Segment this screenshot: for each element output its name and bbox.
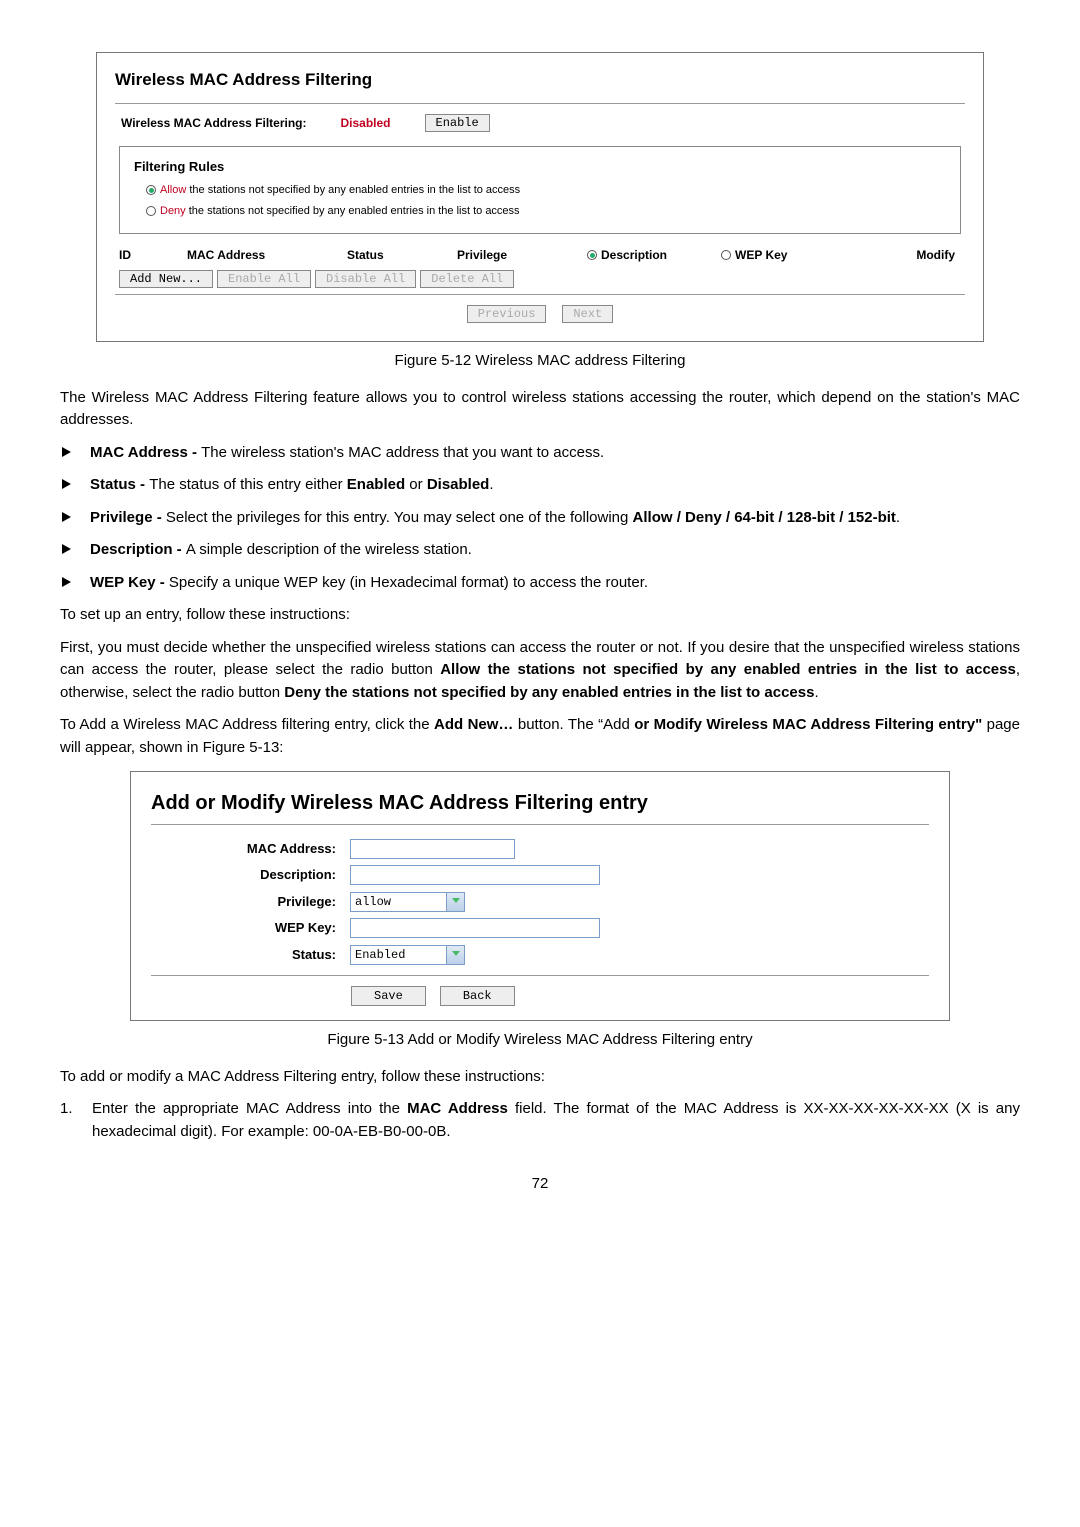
- status-label: Wireless MAC Address Filtering:: [121, 114, 306, 132]
- figure-5-12-caption: Figure 5-12 Wireless MAC address Filteri…: [60, 350, 1020, 373]
- next-button[interactable]: Next: [562, 305, 613, 323]
- table-header: ID MAC Address Status Privilege Descript…: [119, 246, 961, 264]
- rule-allow-prefix: Allow: [160, 184, 186, 196]
- privilege-select[interactable]: allow: [350, 892, 465, 912]
- col-desc: Description: [601, 246, 667, 264]
- wep-radio[interactable]: WEP Key: [721, 246, 787, 264]
- figure-5-13: Add or Modify Wireless MAC Address Filte…: [130, 771, 950, 1021]
- fig2-buttons: Save Back: [351, 986, 929, 1006]
- save-button[interactable]: Save: [351, 986, 426, 1006]
- disable-all-button[interactable]: Disable All: [315, 270, 416, 288]
- add-new-button[interactable]: Add New...: [119, 270, 213, 288]
- enable-button[interactable]: Enable: [425, 114, 490, 132]
- divider-bottom: [115, 294, 965, 295]
- step-num: 1.: [60, 1098, 78, 1143]
- col-modify: Modify: [916, 246, 955, 264]
- desc-radio[interactable]: Description: [587, 246, 667, 264]
- col-mac: MAC Address: [187, 246, 307, 264]
- col-priv: Privilege: [457, 246, 547, 264]
- filter-status-row: Wireless MAC Address Filtering: Disabled…: [121, 114, 965, 132]
- label-mac: MAC Address:: [151, 839, 336, 859]
- divider-fig2: [151, 824, 929, 825]
- rule-deny[interactable]: Deny the stations not specified by any e…: [146, 203, 946, 220]
- rules-title: Filtering Rules: [134, 157, 946, 177]
- nav-buttons: Previous Next: [115, 305, 965, 323]
- wep-key-input[interactable]: [350, 918, 600, 938]
- bullet-priv: Privilege - Select the privileges for th…: [60, 507, 1020, 530]
- step-1: 1. Enter the appropriate MAC Address int…: [60, 1098, 1020, 1143]
- divider: [115, 103, 965, 104]
- instruction-line: To add or modify a MAC Address Filtering…: [60, 1066, 1020, 1089]
- status-select[interactable]: Enabled: [350, 945, 465, 965]
- rule-deny-rest: the stations not specified by any enable…: [186, 205, 520, 217]
- action-buttons: Add New... Enable All Disable All Delete…: [119, 270, 961, 288]
- bullet-mac: MAC Address - The wireless station's MAC…: [60, 442, 1020, 465]
- previous-button[interactable]: Previous: [467, 305, 547, 323]
- rule-deny-prefix: Deny: [160, 205, 186, 217]
- divider-fig2-bottom: [151, 975, 929, 976]
- label-status: Status:: [151, 945, 336, 965]
- radio-desc-icon: [587, 250, 597, 260]
- page-number: 72: [60, 1173, 1020, 1196]
- figure-5-13-caption: Figure 5-13 Add or Modify Wireless MAC A…: [60, 1029, 1020, 1052]
- col-status: Status: [347, 246, 417, 264]
- enable-all-button[interactable]: Enable All: [217, 270, 311, 288]
- radio-wep-icon: [721, 250, 731, 260]
- intro-paragraph: The Wireless MAC Address Filtering featu…: [60, 387, 1020, 432]
- rule-allow[interactable]: Allow the stations not specified by any …: [146, 182, 946, 199]
- col-id: ID: [119, 246, 147, 264]
- chevron-down-icon: [452, 898, 460, 903]
- figure-5-12: Wireless MAC Address Filtering Wireless …: [96, 52, 984, 342]
- label-priv: Privilege:: [151, 892, 336, 912]
- fig2-title: Add or Modify Wireless MAC Address Filte…: [151, 788, 929, 818]
- status-value: Disabled: [340, 114, 390, 132]
- bullet-list: MAC Address - The wireless station's MAC…: [60, 442, 1020, 595]
- fig1-title: Wireless MAC Address Filtering: [115, 67, 965, 93]
- paragraph-addnew: To Add a Wireless MAC Address filtering …: [60, 714, 1020, 759]
- bullet-wep: WEP Key - Specify a unique WEP key (in H…: [60, 572, 1020, 595]
- label-desc: Description:: [151, 865, 336, 885]
- delete-all-button[interactable]: Delete All: [420, 270, 514, 288]
- bullet-status: Status - The status of this entry either…: [60, 474, 1020, 497]
- rule-allow-rest: the stations not specified by any enable…: [186, 184, 520, 196]
- filtering-rules-box: Filtering Rules Allow the stations not s…: [119, 146, 961, 235]
- description-input[interactable]: [350, 865, 600, 885]
- label-wep: WEP Key:: [151, 918, 336, 938]
- radio-allow-icon: [146, 185, 156, 195]
- setup-line: To set up an entry, follow these instruc…: [60, 604, 1020, 627]
- radio-deny-icon: [146, 206, 156, 216]
- bullet-desc: Description - A simple description of th…: [60, 539, 1020, 562]
- back-button[interactable]: Back: [440, 986, 515, 1006]
- form-grid: MAC Address: Description: Privilege: all…: [151, 839, 929, 965]
- paragraph-rules: First, you must decide whether the unspe…: [60, 637, 1020, 705]
- mac-address-input[interactable]: [350, 839, 515, 859]
- col-wep: WEP Key: [735, 246, 787, 264]
- chevron-down-icon: [452, 951, 460, 956]
